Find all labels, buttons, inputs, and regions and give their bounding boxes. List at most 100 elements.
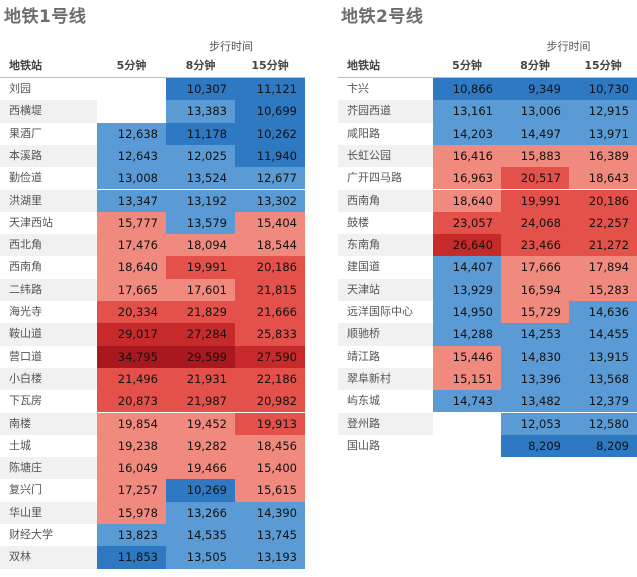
value-cell: 19,452 bbox=[166, 412, 235, 435]
value-cell: 17,894 bbox=[569, 256, 637, 279]
station-label: 建国道 bbox=[347, 260, 380, 274]
value-cell: 12,025 bbox=[166, 144, 235, 168]
column-header-15min: 15分钟 bbox=[251, 59, 289, 72]
value-cell: 15,151 bbox=[433, 367, 501, 391]
value-cell: 18,640 bbox=[97, 256, 166, 279]
value-cell: 19,854 bbox=[97, 412, 166, 435]
station-label: 陈塘庄 bbox=[0, 457, 97, 480]
value-cell: 13,929 bbox=[433, 278, 501, 301]
value-cell: 18,094 bbox=[166, 234, 235, 257]
value-cell: 19,282 bbox=[166, 434, 235, 458]
table-row: 登州路 12,053 12,580 bbox=[338, 412, 637, 435]
table-row: 东南角 26,640 23,466 21,272 bbox=[338, 234, 637, 257]
column-header-8min: 8分钟 bbox=[520, 59, 550, 72]
column-header-station: 地铁站 bbox=[9, 59, 42, 72]
station-label: 西南角 bbox=[9, 260, 42, 274]
table-row: 勤俭道 13,008 13,524 12,677 bbox=[0, 167, 305, 190]
table-row: 小白楼 21,496 21,931 22,186 bbox=[0, 367, 305, 391]
value-cell: 8,209 bbox=[501, 434, 569, 458]
station-label: 鼓楼 bbox=[347, 215, 369, 229]
station-label: 天津西站 bbox=[9, 215, 53, 229]
value-cell: 10,262 bbox=[235, 122, 305, 145]
value-cell: 10,269 bbox=[166, 479, 235, 502]
value-cell: 13,579 bbox=[166, 211, 235, 235]
value-cell: 19,913 bbox=[235, 412, 305, 435]
table-row: 西横堤 13,383 10,699 bbox=[0, 100, 305, 123]
station-label: 西北角 bbox=[0, 234, 97, 257]
station-label: 翠阜新村 bbox=[338, 367, 433, 391]
station-label: 财经大学 bbox=[9, 528, 53, 541]
value-cell: 15,729 bbox=[501, 301, 569, 324]
value-cell: 11,121 bbox=[235, 78, 305, 101]
value-cell: 23,466 bbox=[501, 234, 569, 257]
value-cell: 19,991 bbox=[501, 189, 569, 212]
value-cell: 14,743 bbox=[433, 390, 501, 413]
value-cell: 27,590 bbox=[235, 345, 305, 368]
value-cell: 12,915 bbox=[569, 100, 637, 123]
value-cell: 15,446 bbox=[433, 345, 501, 368]
station-label: 刘园 bbox=[9, 82, 31, 95]
value-cell: 14,390 bbox=[235, 501, 305, 524]
value-cell: 15,400 bbox=[235, 457, 305, 480]
value-cell: 15,615 bbox=[235, 479, 305, 502]
value-cell: 12,580 bbox=[569, 412, 637, 435]
value-cell: 14,455 bbox=[569, 323, 637, 346]
value-cell: 15,978 bbox=[97, 501, 166, 524]
table-row: 国山路 8,209 8,209 bbox=[338, 434, 637, 458]
value-cell: 29,599 bbox=[166, 345, 235, 368]
table-row: 西南角 18,640 19,991 20,186 bbox=[338, 189, 637, 212]
table-row: 下瓦房 20,873 21,987 20,982 bbox=[0, 390, 305, 413]
value-cell: 21,815 bbox=[235, 278, 305, 301]
value-cell: 10,699 bbox=[235, 100, 305, 123]
value-cell: 15,283 bbox=[569, 278, 637, 301]
value-cell: 18,640 bbox=[433, 189, 501, 212]
value-cell: 20,517 bbox=[501, 167, 569, 190]
value-cell: 17,257 bbox=[97, 479, 166, 502]
station-label: 国山路 bbox=[347, 438, 380, 452]
value-cell: 14,288 bbox=[433, 323, 501, 346]
table-row: 陈塘庄 16,049 19,466 15,400 bbox=[0, 457, 305, 480]
value-cell: 17,476 bbox=[97, 234, 166, 257]
table-row: 二纬路 17,665 17,601 21,815 bbox=[0, 278, 305, 301]
table-row: 鼓楼 23,057 24,068 22,257 bbox=[338, 211, 637, 235]
table-row: 营口道 34,795 29,599 27,590 bbox=[0, 345, 305, 368]
station-label: 鞍山道 bbox=[0, 323, 97, 346]
chart-title: 地铁1号线 bbox=[4, 7, 87, 27]
value-cell: 15,404 bbox=[235, 211, 305, 235]
value-cell: 13,383 bbox=[166, 100, 235, 123]
table-row: 本溪路 12,643 12,025 11,940 bbox=[0, 144, 305, 168]
station-label: 远洋国际中心 bbox=[347, 305, 413, 318]
station-label: 靖江路 bbox=[347, 349, 380, 363]
table-row: 南楼 19,854 19,452 19,913 bbox=[0, 412, 305, 435]
value-cell bbox=[97, 100, 166, 122]
value-cell: 18,456 bbox=[235, 434, 305, 458]
value-cell: 14,203 bbox=[433, 122, 501, 145]
table-row: 复兴门 17,257 10,269 15,615 bbox=[0, 479, 305, 502]
station-label: 广开四马路 bbox=[347, 171, 402, 185]
value-cell: 13,505 bbox=[166, 546, 235, 569]
station-label: 勤俭道 bbox=[9, 171, 42, 185]
value-cell: 17,665 bbox=[97, 278, 166, 301]
table-row: 翠阜新村 15,151 13,396 13,568 bbox=[338, 367, 637, 391]
value-cell: 21,666 bbox=[235, 301, 305, 324]
value-cell: 10,307 bbox=[166, 78, 235, 101]
value-cell: 13,823 bbox=[97, 524, 166, 547]
value-cell: 21,272 bbox=[569, 234, 637, 257]
station-label: 卞兴 bbox=[347, 82, 369, 95]
value-cell: 11,940 bbox=[235, 144, 305, 168]
value-cell: 8,209 bbox=[569, 434, 637, 458]
value-cell: 11,853 bbox=[97, 546, 166, 569]
group-header: 步行时间 bbox=[546, 40, 591, 53]
value-cell: 17,666 bbox=[501, 256, 569, 279]
value-cell: 14,636 bbox=[569, 301, 637, 324]
value-cell: 13,482 bbox=[501, 390, 569, 413]
station-label: 本溪路 bbox=[0, 144, 97, 168]
value-cell: 19,991 bbox=[166, 256, 235, 279]
value-cell: 27,284 bbox=[166, 323, 235, 346]
station-label: 双林 bbox=[0, 546, 97, 569]
column-header-station: 地铁站 bbox=[347, 59, 380, 72]
value-cell: 13,915 bbox=[569, 345, 637, 368]
value-cell: 18,544 bbox=[235, 234, 305, 257]
station-label: 复兴门 bbox=[9, 483, 42, 497]
value-cell: 16,389 bbox=[569, 144, 637, 168]
